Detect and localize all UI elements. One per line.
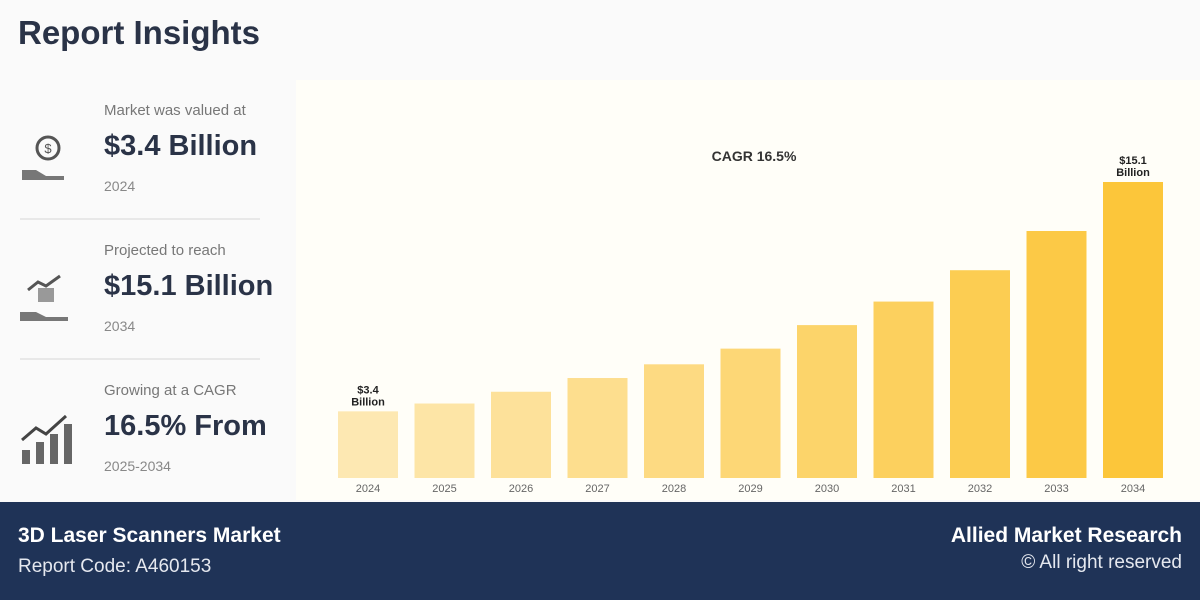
svg-text:$: $ bbox=[44, 141, 52, 156]
x-tick-label: 2025 bbox=[432, 483, 456, 495]
stat-label: Projected to reach bbox=[104, 242, 226, 259]
market-name: 3D Laser Scanners Market bbox=[18, 524, 281, 547]
stat-value: $15.1 Billion bbox=[104, 270, 274, 302]
x-tick-label: 2027 bbox=[585, 483, 609, 495]
divider bbox=[20, 358, 260, 360]
cagr-label: CAGR 16.5% bbox=[712, 148, 797, 164]
bar-2033 bbox=[1026, 231, 1087, 478]
x-tick-label: 2026 bbox=[509, 483, 533, 495]
chart-area: CAGR 16.5% 2024 $3.4 Billion 2025 2026 2027 20… bbox=[296, 80, 1200, 500]
report-code: Report Code: A460153 bbox=[18, 556, 212, 577]
bar-2025 bbox=[414, 403, 475, 478]
x-tick-label: 2032 bbox=[968, 483, 992, 495]
stat-label: Market was valued at bbox=[104, 102, 246, 119]
bar-2028 bbox=[644, 364, 704, 478]
x-tick-label: 2024 bbox=[356, 483, 380, 495]
data-label: Billion bbox=[1116, 167, 1150, 179]
data-label: Billion bbox=[351, 396, 385, 408]
rights-text: © All right reserved bbox=[1021, 552, 1182, 573]
stat-value: 16.5% From bbox=[104, 410, 267, 442]
stat-label: Growing at a CAGR bbox=[104, 382, 237, 399]
divider bbox=[20, 218, 260, 220]
bar-2031 bbox=[873, 301, 934, 478]
x-tick-label: 2029 bbox=[738, 483, 762, 495]
x-tick-label: 2028 bbox=[662, 483, 686, 495]
page-title: Report Insights bbox=[18, 14, 261, 51]
growth-hand-icon bbox=[20, 274, 68, 321]
x-tick-label: 2033 bbox=[1044, 483, 1068, 495]
bar-2030 bbox=[797, 325, 857, 478]
data-label: $3.4 bbox=[357, 384, 379, 396]
stat-value: $3.4 Billion bbox=[104, 130, 258, 162]
stat-year: 2025-2034 bbox=[104, 458, 171, 474]
bar-2027 bbox=[567, 378, 628, 478]
footer: 3D Laser Scanners Market Report Code: A4… bbox=[0, 502, 1200, 600]
data-label: $15.1 bbox=[1119, 155, 1147, 167]
x-tick-label: 2030 bbox=[815, 483, 839, 495]
bar-2032 bbox=[950, 270, 1010, 478]
x-tick-label: 2034 bbox=[1121, 483, 1145, 495]
stat-projected-value: Projected to reach $15.1 Billion 2034 bbox=[14, 236, 274, 361]
bar-2026 bbox=[491, 391, 551, 478]
stat-year: 2034 bbox=[104, 318, 136, 334]
stat-market-value: $ Market was valued at $3.4 Billion 2024 bbox=[14, 96, 274, 221]
bar-2024 bbox=[338, 411, 398, 478]
bar-2034 bbox=[1103, 182, 1163, 478]
stat-year: 2024 bbox=[104, 178, 136, 194]
brand-name: Allied Market Research bbox=[950, 524, 1182, 547]
bar-growth-icon bbox=[21, 414, 72, 464]
x-tick-label: 2031 bbox=[891, 483, 915, 495]
stat-cagr: Growing at a CAGR 16.5% From 2025-2034 bbox=[14, 376, 274, 501]
bar-2029 bbox=[720, 348, 781, 478]
money-hand-icon: $ bbox=[22, 135, 64, 180]
